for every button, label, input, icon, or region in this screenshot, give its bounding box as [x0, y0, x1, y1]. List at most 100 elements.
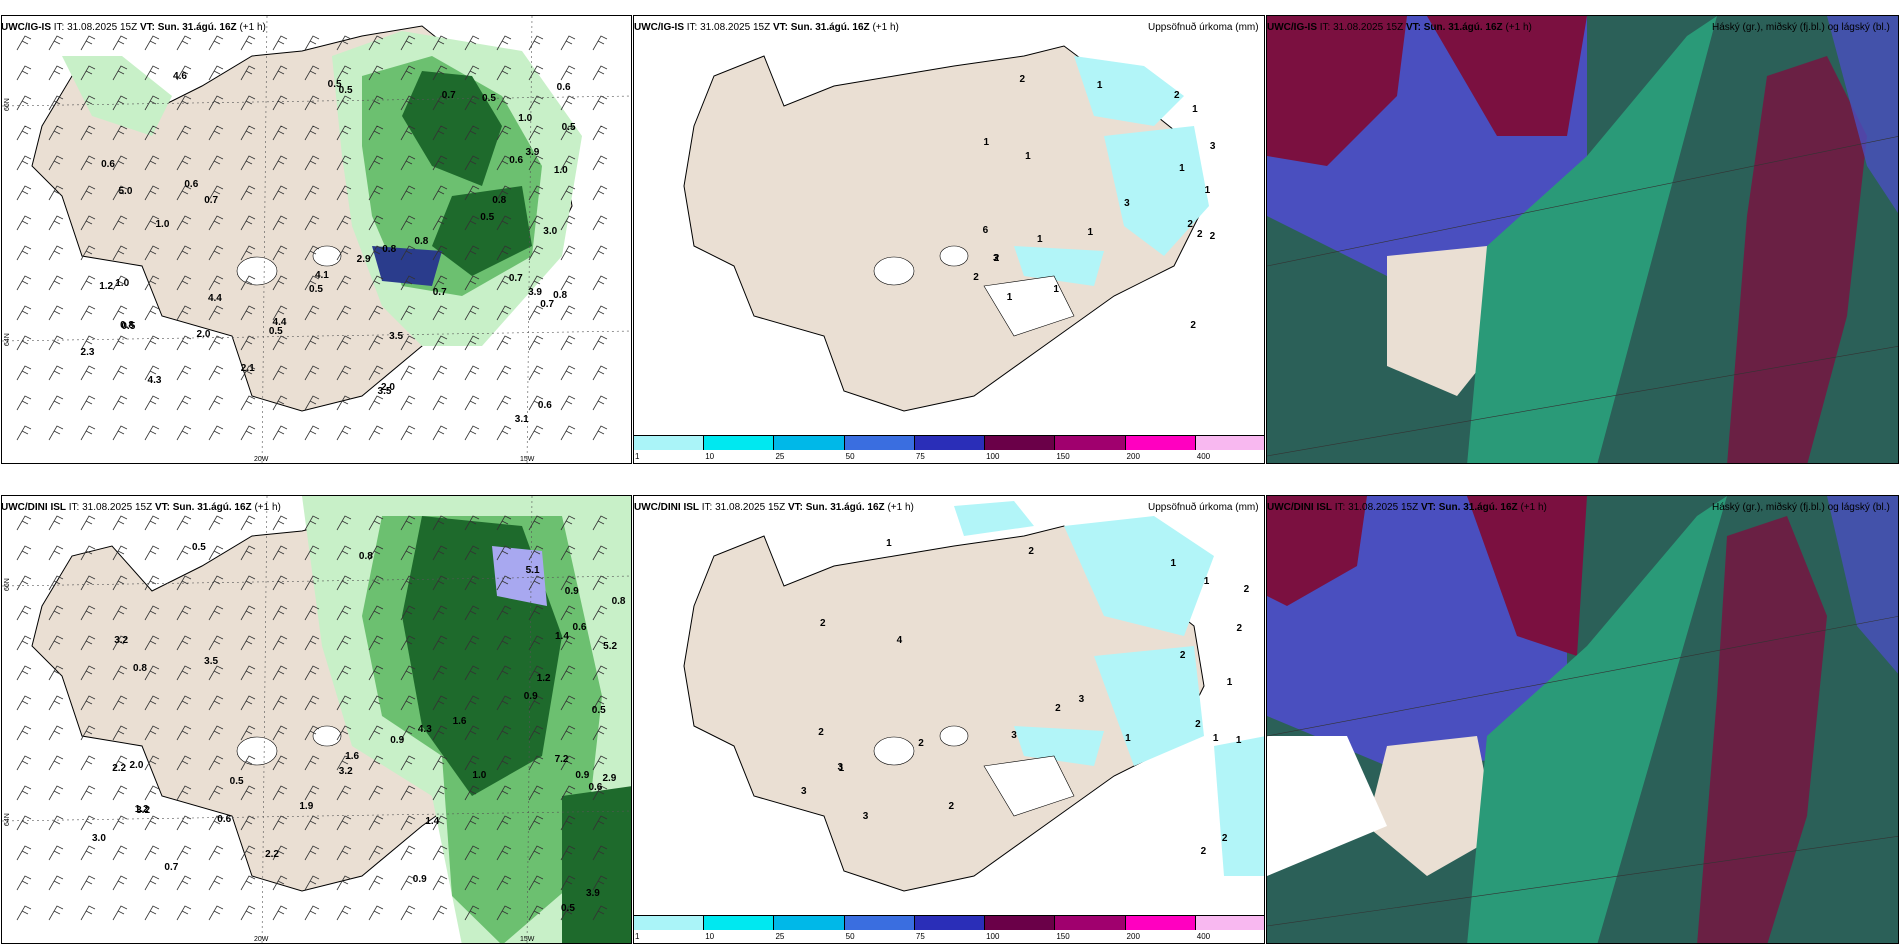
- wind-barb: [272, 635, 288, 651]
- wind-barb: [368, 515, 384, 531]
- precip-value-label: 4.3: [417, 724, 432, 736]
- offset: (+1 h): [239, 22, 266, 33]
- offset: (+1 h): [1520, 502, 1547, 513]
- wind-barb: [112, 95, 128, 111]
- wind-barb: [592, 275, 608, 291]
- colorbar-segment: [704, 436, 775, 450]
- colorbar-tick-label: 200: [1126, 932, 1140, 941]
- wind-barb: [16, 515, 32, 531]
- wind-barb: [272, 845, 288, 861]
- wind-barb: [400, 155, 416, 171]
- colorbar-segment: [1195, 436, 1264, 450]
- wind-barb: [48, 695, 64, 711]
- wind-barb: [16, 665, 32, 681]
- wind-barb: [80, 635, 96, 651]
- precip-value-label: 3: [1124, 198, 1130, 210]
- wind-barb: [592, 575, 608, 591]
- wind-barb: [304, 365, 320, 381]
- wind-barb: [560, 695, 576, 711]
- precip-value-label: 2: [1209, 231, 1216, 243]
- wind-barb: [144, 725, 160, 741]
- wind-barb: [432, 785, 448, 801]
- precip-value-label: 3: [1011, 729, 1017, 741]
- wind-barb: [48, 605, 64, 621]
- precip-value-label: 2.3: [80, 347, 95, 359]
- wind-barb: [464, 815, 480, 831]
- wind-barb: [144, 305, 160, 321]
- wind-barb: [592, 95, 608, 111]
- precip-value-label: 2.0: [381, 382, 395, 394]
- wind-barb: [400, 515, 416, 531]
- wind-barb: [560, 95, 576, 111]
- precip-value-label: 0.9: [390, 734, 405, 746]
- wind-barb: [560, 605, 576, 621]
- init-time: IT: 31.08.2025 15Z: [701, 502, 786, 513]
- wind-barb: [176, 125, 192, 141]
- precip-value-label: 3.9: [528, 287, 542, 299]
- colorbar-tick-label: 400: [1196, 932, 1211, 941]
- init-time: IT: 31.08.2025 15Z: [686, 22, 771, 33]
- precip-value-label: 1.2: [134, 804, 149, 816]
- wind-barb: [80, 365, 96, 381]
- wind-barb: [304, 635, 320, 651]
- wind-barb: [368, 785, 384, 801]
- wind-barb: [400, 215, 416, 231]
- wind-barb: [336, 725, 352, 741]
- wind-barb: [240, 785, 256, 801]
- wind-barb: [592, 515, 608, 531]
- colorbar-tick-label: 50: [845, 452, 855, 461]
- wind-barb: [432, 575, 448, 591]
- wind-barb: [240, 605, 256, 621]
- wind-barb: [112, 635, 128, 651]
- wind-barb: [304, 815, 320, 831]
- wind-barb: [304, 695, 320, 711]
- wind-barb: [144, 875, 160, 891]
- wind-barb: [528, 905, 544, 921]
- precip-value-label: 1.2: [99, 281, 114, 293]
- wind-barb: [144, 605, 160, 621]
- wind-barb: [368, 305, 384, 321]
- wind-barb: [80, 35, 96, 51]
- cloud-map-igis: [1267, 16, 1898, 463]
- wind-barb: [528, 155, 544, 171]
- wind-barb: [560, 515, 576, 531]
- precip-value-label: 0.9: [523, 690, 538, 702]
- precip-value-label: 2.2: [265, 849, 279, 861]
- wind-barb: [304, 395, 320, 411]
- wind-barb: [112, 395, 128, 411]
- precip-value-label: 2: [918, 738, 924, 750]
- wind-barb: [368, 905, 384, 921]
- wind-barb: [16, 695, 32, 711]
- precip-value-label: 5.2: [603, 640, 618, 652]
- wind-barb: [48, 305, 64, 321]
- precip-value-label: 1: [1053, 283, 1059, 295]
- precip-value-label: 2: [948, 800, 955, 812]
- wind-barb: [80, 605, 96, 621]
- wind-barb: [592, 755, 608, 771]
- wind-barb: [496, 875, 512, 891]
- wind-barb: [272, 725, 288, 741]
- wind-barb: [144, 35, 160, 51]
- wind-barb: [240, 815, 256, 831]
- wind-barb: [560, 905, 576, 921]
- wind-barb: [560, 215, 576, 231]
- wind-barb: [496, 785, 512, 801]
- wind-barb: [48, 545, 64, 561]
- wind-barb: [464, 665, 480, 681]
- valid-time: Sun. 31.ágú. 16Z: [172, 502, 252, 513]
- wind-barb: [368, 605, 384, 621]
- wind-barb: [48, 155, 64, 171]
- colorbar-segment: [634, 916, 705, 930]
- wind-barb: [432, 245, 448, 261]
- wind-barb: [592, 35, 608, 51]
- precip-value-label: 1: [1192, 103, 1198, 115]
- precip-wind-map-igis: [2, 16, 631, 463]
- wind-barb: [592, 65, 608, 81]
- wind-barb: [368, 365, 384, 381]
- lon-label-20w: 20W: [254, 936, 269, 943]
- colorbar-tick-label: 100: [986, 452, 1000, 461]
- wind-barb: [592, 245, 608, 261]
- precip-value-label: 2: [973, 272, 979, 284]
- wind-barb: [16, 65, 32, 81]
- wind-barb: [432, 605, 448, 621]
